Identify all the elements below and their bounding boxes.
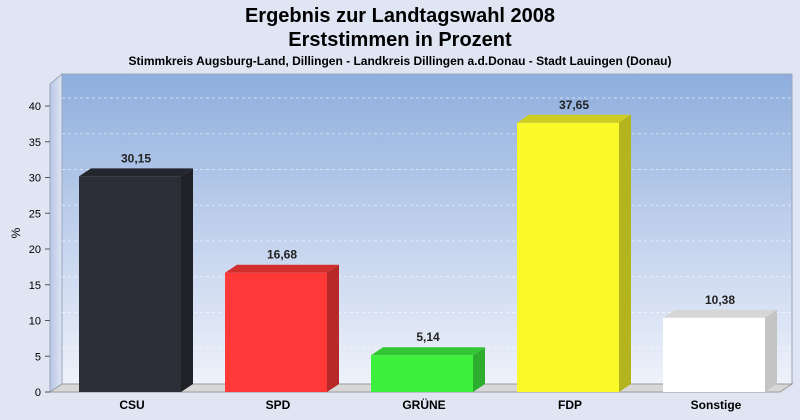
bar-front-face <box>225 272 327 392</box>
chart-title-line2: Erststimmen in Prozent <box>288 29 512 51</box>
chart-subtitle: Stimmkreis Augsburg-Land, Dillingen - La… <box>129 54 672 68</box>
bar-fdp <box>517 114 631 393</box>
bar-front-face <box>663 317 765 392</box>
bar-top-face <box>517 114 631 123</box>
data-label: 30,15 <box>121 151 151 165</box>
bar-sonstige <box>663 309 777 392</box>
bar-grüne <box>371 347 485 392</box>
bar-front-face <box>517 122 619 393</box>
data-label: 5,14 <box>416 330 440 344</box>
y-tick-label: 10 <box>29 316 41 328</box>
bar-side-face <box>765 309 777 392</box>
category-label: Sonstige <box>691 398 742 412</box>
bar-front-face <box>79 176 181 392</box>
chart-title-line1: Ergebnis zur Landtagswahl 2008 <box>245 5 555 27</box>
bars <box>79 114 777 393</box>
data-labels: 30,15 16,68 5,14 37,65 10,38 <box>121 98 735 344</box>
y-tick-label: 5 <box>35 351 41 363</box>
y-tick-label: 25 <box>29 208 41 220</box>
x-axis-categories: CSU SPD GRÜNE FDP Sonstige <box>119 397 741 412</box>
data-label: 37,65 <box>559 98 589 112</box>
bar-side-face <box>327 264 339 392</box>
category-label: CSU <box>119 398 144 412</box>
bar-side-face <box>619 114 631 393</box>
y-axis-label: % <box>9 227 23 238</box>
bar-top-face <box>79 168 193 177</box>
y-tick-label: 30 <box>29 173 41 185</box>
bar-top-face <box>371 347 485 356</box>
bar-side-face <box>473 347 485 392</box>
data-label: 16,68 <box>267 248 297 262</box>
y-tick-label: 20 <box>29 244 41 256</box>
y-tick-label: 0 <box>35 387 41 399</box>
data-label: 10,38 <box>705 293 735 307</box>
category-label: FDP <box>558 398 582 412</box>
category-label: GRÜNE <box>402 397 445 412</box>
bar-csu <box>79 168 193 392</box>
bar-front-face <box>371 355 473 392</box>
bar-top-face <box>663 309 777 318</box>
bar-top-face <box>225 264 339 273</box>
plot-side-wall <box>49 72 63 393</box>
y-tick-label: 35 <box>29 137 41 149</box>
y-tick-label: 40 <box>29 101 41 113</box>
bar-side-face <box>181 168 193 392</box>
category-label: SPD <box>266 398 291 412</box>
y-tick-label: 15 <box>29 280 41 292</box>
bar-spd <box>225 264 339 392</box>
y-axis-ticks: 0 5 10 15 20 25 30 35 40 <box>29 101 50 399</box>
